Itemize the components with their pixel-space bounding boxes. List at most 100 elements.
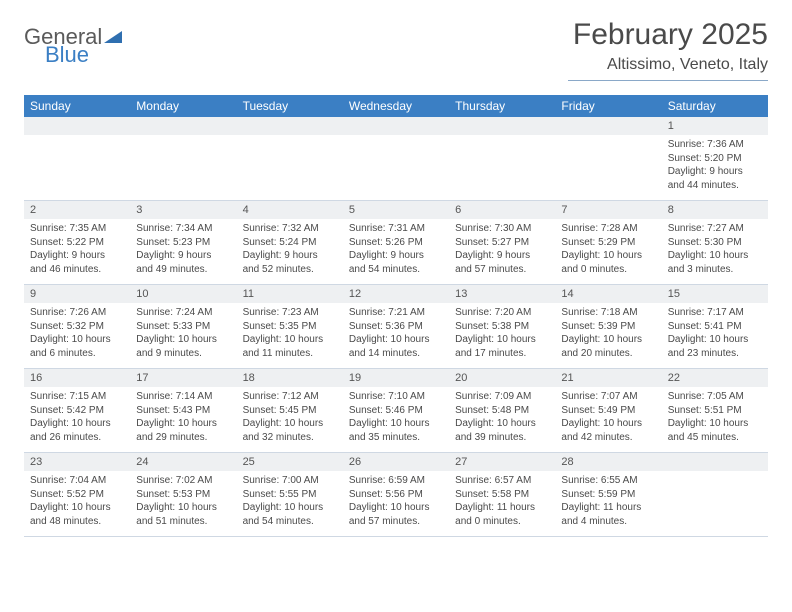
- day-cell: Sunrise: 7:32 AMSunset: 5:24 PMDaylight:…: [237, 219, 343, 284]
- day-cell: Sunrise: 7:26 AMSunset: 5:32 PMDaylight:…: [24, 303, 130, 368]
- sunrise-text: Sunrise: 7:31 AM: [349, 222, 443, 236]
- day-cell: [555, 135, 661, 200]
- day-number: 22: [662, 369, 768, 387]
- daylight-text: Daylight: 10 hours and 35 minutes.: [349, 417, 443, 444]
- day-number: 7: [555, 201, 661, 219]
- day-cell: [662, 471, 768, 536]
- sunset-text: Sunset: 5:23 PM: [136, 236, 230, 250]
- day-cell: Sunrise: 7:36 AMSunset: 5:20 PMDaylight:…: [662, 135, 768, 200]
- sunset-text: Sunset: 5:46 PM: [349, 404, 443, 418]
- day-number: [449, 117, 555, 135]
- daylight-text: Daylight: 10 hours and 48 minutes.: [30, 501, 124, 528]
- day-number: 3: [130, 201, 236, 219]
- location: Altissimo, Veneto, Italy: [568, 56, 768, 81]
- calendar: SundayMondayTuesdayWednesdayThursdayFrid…: [24, 95, 768, 537]
- sunrise-text: Sunrise: 7:24 AM: [136, 306, 230, 320]
- day-cell: Sunrise: 7:27 AMSunset: 5:30 PMDaylight:…: [662, 219, 768, 284]
- day-number: 27: [449, 453, 555, 471]
- day-header-row: SundayMondayTuesdayWednesdayThursdayFrid…: [24, 95, 768, 117]
- day-number: [24, 117, 130, 135]
- sunrise-text: Sunrise: 7:12 AM: [243, 390, 337, 404]
- day-number: 2: [24, 201, 130, 219]
- day-number: 13: [449, 285, 555, 303]
- daynum-row: 1: [24, 117, 768, 135]
- daynum-row: 9101112131415: [24, 285, 768, 303]
- sunset-text: Sunset: 5:45 PM: [243, 404, 337, 418]
- day-cell: Sunrise: 7:00 AMSunset: 5:55 PMDaylight:…: [237, 471, 343, 536]
- day-header: Thursday: [449, 95, 555, 117]
- daylight-text: Daylight: 10 hours and 26 minutes.: [30, 417, 124, 444]
- day-number: [237, 117, 343, 135]
- sunrise-text: Sunrise: 7:10 AM: [349, 390, 443, 404]
- sunset-text: Sunset: 5:41 PM: [668, 320, 762, 334]
- day-cell: Sunrise: 7:10 AMSunset: 5:46 PMDaylight:…: [343, 387, 449, 452]
- logo-word2: Blue: [45, 42, 89, 68]
- daylight-text: Daylight: 10 hours and 0 minutes.: [561, 249, 655, 276]
- day-header: Monday: [130, 95, 236, 117]
- daylight-text: Daylight: 10 hours and 39 minutes.: [455, 417, 549, 444]
- daylight-text: Daylight: 10 hours and 3 minutes.: [668, 249, 762, 276]
- day-header: Sunday: [24, 95, 130, 117]
- weeks-container: 1Sunrise: 7:36 AMSunset: 5:20 PMDaylight…: [24, 117, 768, 537]
- sunrise-text: Sunrise: 7:00 AM: [243, 474, 337, 488]
- day-number: 17: [130, 369, 236, 387]
- daylight-text: Daylight: 10 hours and 45 minutes.: [668, 417, 762, 444]
- day-number: 14: [555, 285, 661, 303]
- sunrise-text: Sunrise: 6:57 AM: [455, 474, 549, 488]
- sunrise-text: Sunrise: 7:23 AM: [243, 306, 337, 320]
- sunset-text: Sunset: 5:36 PM: [349, 320, 443, 334]
- sunset-text: Sunset: 5:32 PM: [30, 320, 124, 334]
- sunset-text: Sunset: 5:43 PM: [136, 404, 230, 418]
- day-number: 28: [555, 453, 661, 471]
- day-number: 12: [343, 285, 449, 303]
- daylight-text: Daylight: 10 hours and 42 minutes.: [561, 417, 655, 444]
- sunrise-text: Sunrise: 7:21 AM: [349, 306, 443, 320]
- day-number: 24: [130, 453, 236, 471]
- sunrise-text: Sunrise: 7:05 AM: [668, 390, 762, 404]
- sunset-text: Sunset: 5:59 PM: [561, 488, 655, 502]
- daylight-text: Daylight: 10 hours and 9 minutes.: [136, 333, 230, 360]
- day-cell: Sunrise: 7:21 AMSunset: 5:36 PMDaylight:…: [343, 303, 449, 368]
- daylight-text: Daylight: 10 hours and 57 minutes.: [349, 501, 443, 528]
- sunset-text: Sunset: 5:52 PM: [30, 488, 124, 502]
- page-header: General February 2025 Altissimo, Veneto,…: [24, 18, 768, 81]
- day-header: Saturday: [662, 95, 768, 117]
- day-number: 15: [662, 285, 768, 303]
- sunrise-text: Sunrise: 7:15 AM: [30, 390, 124, 404]
- sunrise-text: Sunrise: 7:27 AM: [668, 222, 762, 236]
- sunrise-text: Sunrise: 7:07 AM: [561, 390, 655, 404]
- daylight-text: Daylight: 9 hours and 54 minutes.: [349, 249, 443, 276]
- day-number: 4: [237, 201, 343, 219]
- daylight-text: Daylight: 9 hours and 49 minutes.: [136, 249, 230, 276]
- sunset-text: Sunset: 5:27 PM: [455, 236, 549, 250]
- day-cell: Sunrise: 7:05 AMSunset: 5:51 PMDaylight:…: [662, 387, 768, 452]
- sunrise-text: Sunrise: 6:55 AM: [561, 474, 655, 488]
- day-cell: Sunrise: 7:15 AMSunset: 5:42 PMDaylight:…: [24, 387, 130, 452]
- sunset-text: Sunset: 5:39 PM: [561, 320, 655, 334]
- sunset-text: Sunset: 5:51 PM: [668, 404, 762, 418]
- day-cell: Sunrise: 7:12 AMSunset: 5:45 PMDaylight:…: [237, 387, 343, 452]
- daynum-row: 232425262728: [24, 453, 768, 471]
- sunset-text: Sunset: 5:20 PM: [668, 152, 762, 166]
- sunrise-text: Sunrise: 7:17 AM: [668, 306, 762, 320]
- day-cell: [130, 135, 236, 200]
- day-number: [555, 117, 661, 135]
- daylight-text: Daylight: 9 hours and 57 minutes.: [455, 249, 549, 276]
- day-number: 10: [130, 285, 236, 303]
- day-cell: Sunrise: 6:55 AMSunset: 5:59 PMDaylight:…: [555, 471, 661, 536]
- daylight-text: Daylight: 10 hours and 14 minutes.: [349, 333, 443, 360]
- day-cell: Sunrise: 7:23 AMSunset: 5:35 PMDaylight:…: [237, 303, 343, 368]
- month-title: February 2025: [568, 18, 768, 52]
- content-row: Sunrise: 7:15 AMSunset: 5:42 PMDaylight:…: [24, 387, 768, 453]
- sunrise-text: Sunrise: 7:26 AM: [30, 306, 124, 320]
- sunset-text: Sunset: 5:29 PM: [561, 236, 655, 250]
- day-number: 20: [449, 369, 555, 387]
- daylight-text: Daylight: 9 hours and 46 minutes.: [30, 249, 124, 276]
- day-cell: Sunrise: 7:17 AMSunset: 5:41 PMDaylight:…: [662, 303, 768, 368]
- day-cell: [237, 135, 343, 200]
- day-number: 19: [343, 369, 449, 387]
- daylight-text: Daylight: 10 hours and 54 minutes.: [243, 501, 337, 528]
- day-number: [130, 117, 236, 135]
- day-number: 1: [662, 117, 768, 135]
- daylight-text: Daylight: 10 hours and 6 minutes.: [30, 333, 124, 360]
